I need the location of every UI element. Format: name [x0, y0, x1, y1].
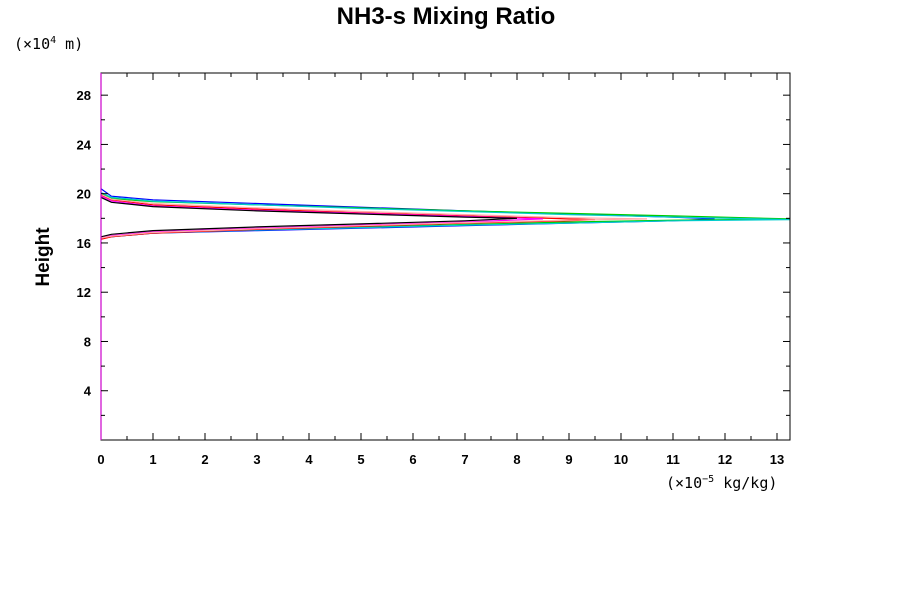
x-tick-label: 10 [614, 452, 628, 467]
x-tick-label: 2 [201, 452, 208, 467]
x-tick-label: 6 [409, 452, 416, 467]
y-unit-label: (×104 m) [14, 35, 83, 53]
y-axis-label: Height [33, 227, 54, 287]
chart-title: NH3-s Mixing Ratio [337, 3, 556, 30]
y-tick-label: 8 [84, 334, 91, 349]
x-tick-label: 12 [718, 452, 732, 467]
x-tick-label: 1 [149, 452, 156, 467]
y-tick-label: 4 [84, 384, 92, 399]
x-tick-label: 3 [253, 452, 260, 467]
y-tick-label: 12 [77, 285, 91, 300]
x-unit-label: (×10−5 kg/kg) [666, 474, 777, 492]
y-tick-label: 28 [77, 88, 91, 103]
x-tick-label: 7 [461, 452, 468, 467]
y-tick-label: 16 [77, 236, 91, 251]
plot-frame [100, 72, 791, 441]
x-tick-label: 0 [97, 452, 104, 467]
x-tick-label: 8 [513, 452, 520, 467]
x-tick-label: 13 [770, 452, 784, 467]
series-line-6 [100, 196, 518, 238]
x-tick-label: 4 [305, 452, 313, 467]
y-tick-label: 24 [77, 137, 92, 152]
x-tick-label: 5 [357, 452, 364, 467]
y-tick-label: 20 [77, 187, 91, 202]
x-tick-label: 11 [666, 452, 680, 467]
series-layer [100, 188, 791, 240]
x-tick-label: 9 [565, 452, 572, 467]
series-line-7 [100, 193, 648, 239]
